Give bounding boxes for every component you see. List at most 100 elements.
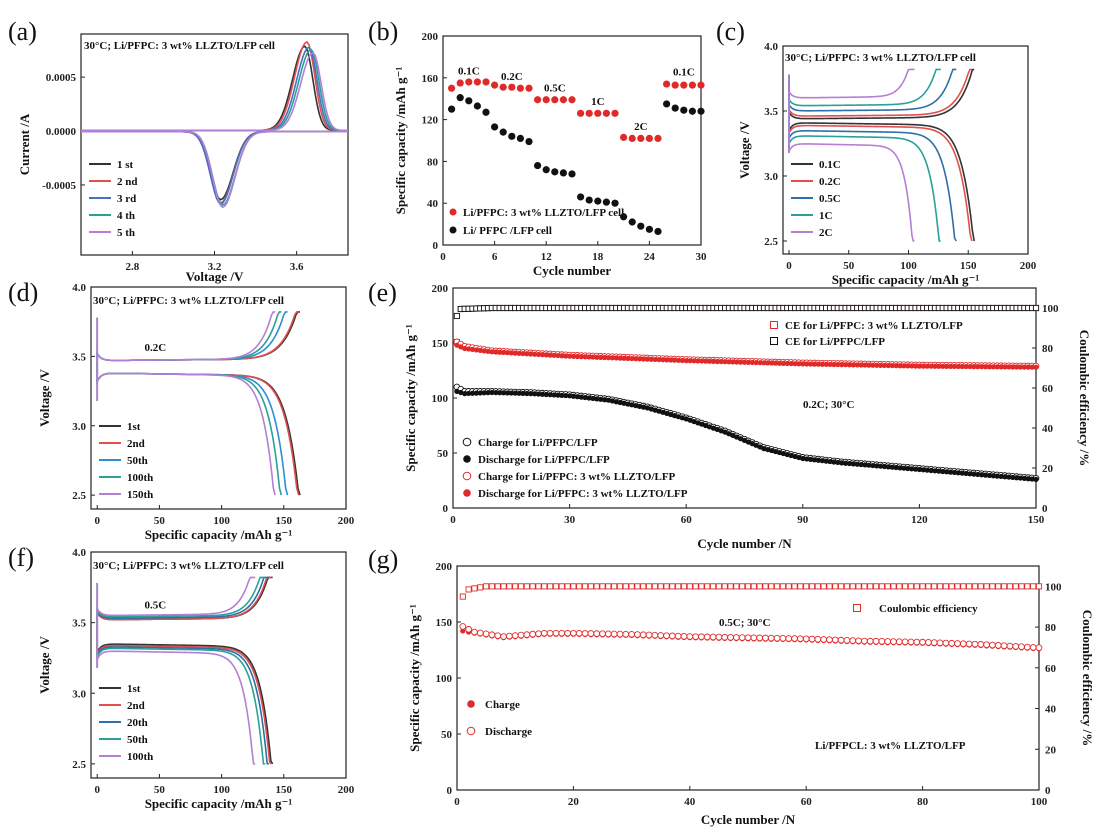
legend-label: 0.1C xyxy=(819,159,841,171)
data-point xyxy=(881,362,888,369)
data-point xyxy=(576,583,583,590)
data-point xyxy=(469,346,476,353)
data-point xyxy=(931,583,938,590)
data-point xyxy=(508,350,514,356)
data-point xyxy=(491,81,499,89)
panel-a: 2.8 3.2 3.6 -0.0005 0.0000 0.0005 Voltage /V Cu… xyxy=(17,33,349,284)
data-point xyxy=(570,629,577,637)
data-point xyxy=(636,356,643,362)
data-point xyxy=(948,583,955,590)
x-axis-label: Cycle number xyxy=(533,263,612,278)
data-point xyxy=(727,583,734,590)
data-point xyxy=(745,439,751,445)
panel-label-f: (f) xyxy=(8,543,34,572)
data-point xyxy=(862,362,868,368)
data-point xyxy=(855,637,862,645)
data-point xyxy=(621,355,627,361)
panel-label-e: (e) xyxy=(368,278,397,307)
data-point xyxy=(692,583,699,590)
data-point xyxy=(749,359,755,366)
data-point xyxy=(842,362,849,368)
data-point xyxy=(983,641,990,649)
y-tick-label: 160 xyxy=(422,73,439,85)
data-point xyxy=(978,364,985,370)
legend-marker xyxy=(770,321,778,329)
data-point xyxy=(909,363,915,369)
data-point xyxy=(629,355,635,362)
data-point xyxy=(491,123,499,131)
data-point xyxy=(1035,644,1043,652)
legend-label: Charge for Li/PFPC: 3 wt% LLZTO/LFP xyxy=(478,471,676,483)
data-point xyxy=(722,429,728,435)
x-tick-label: 3.6 xyxy=(290,261,304,273)
data-point xyxy=(780,450,786,457)
x-axis-label: Cycle number /N xyxy=(697,536,792,551)
legend-label: 2nd xyxy=(127,438,145,450)
data-point xyxy=(738,436,744,442)
data-point xyxy=(1006,583,1013,590)
discharge-curve-0.5C xyxy=(788,74,957,242)
legend-marker xyxy=(467,700,475,708)
data-point xyxy=(788,452,794,459)
y-tick-label: 200 xyxy=(422,31,439,43)
data-point xyxy=(465,586,472,593)
data-point xyxy=(532,391,538,397)
data-point xyxy=(582,394,588,401)
x-axis-label: Cycle number /N xyxy=(701,812,796,827)
data-point xyxy=(901,465,907,471)
data-point xyxy=(459,623,467,630)
legend-label: Li/ PFPC /LFP cell xyxy=(463,225,552,237)
data-point xyxy=(691,358,697,364)
data-point xyxy=(774,583,781,590)
panel-title: 30°C; Li/PFPC: 3 wt% LLZTO/LFP cell xyxy=(93,295,284,307)
data-point xyxy=(609,355,615,361)
data-point xyxy=(517,631,525,639)
data-point xyxy=(756,634,763,642)
x-tick-label: 120 xyxy=(911,514,928,526)
data-point xyxy=(645,134,654,143)
data-point xyxy=(680,632,688,640)
data-point xyxy=(482,78,490,86)
x-tick-label: 150 xyxy=(276,784,293,796)
legend-label: Discharge xyxy=(485,726,532,738)
data-point xyxy=(796,454,802,461)
data-point xyxy=(1006,364,1012,370)
data-point xyxy=(559,353,565,359)
x-tick-label: 0 xyxy=(440,251,446,263)
data-point xyxy=(567,393,573,399)
legend-marker xyxy=(463,455,471,463)
data-point xyxy=(488,583,495,590)
y-tick-label: 100 xyxy=(436,673,453,685)
discharge-curve-0.2C xyxy=(788,74,973,242)
data-point xyxy=(668,357,674,363)
discharge-curve-100th xyxy=(96,583,256,765)
data-point xyxy=(905,465,911,472)
data-point xyxy=(757,360,763,366)
data-point xyxy=(975,471,981,478)
charge-curve-0.5C xyxy=(788,68,957,153)
data-point xyxy=(652,356,658,363)
data-point xyxy=(500,349,507,356)
data-point xyxy=(815,457,821,463)
data-point xyxy=(936,363,942,369)
data-point xyxy=(657,583,664,590)
y2-axis-label: Coulombic efficiency /% xyxy=(1077,330,1092,466)
x-tick-label: 200 xyxy=(338,515,355,527)
x-tick-label: 150 xyxy=(276,515,293,527)
data-point xyxy=(555,392,561,398)
data-point xyxy=(874,362,880,368)
data-point xyxy=(465,346,472,352)
cv-cathodic-curve-5 xyxy=(81,130,348,209)
data-point xyxy=(594,197,602,205)
data-point xyxy=(462,345,468,352)
data-point xyxy=(932,363,938,369)
data-point xyxy=(872,637,880,645)
data-point xyxy=(803,583,810,590)
y-tick-label: 150 xyxy=(432,338,449,350)
data-point xyxy=(765,446,771,453)
data-point xyxy=(797,583,804,590)
data-point xyxy=(989,583,996,590)
x-tick-label: 100 xyxy=(1031,796,1048,808)
data-point xyxy=(1000,642,1008,650)
data-point xyxy=(761,360,767,366)
